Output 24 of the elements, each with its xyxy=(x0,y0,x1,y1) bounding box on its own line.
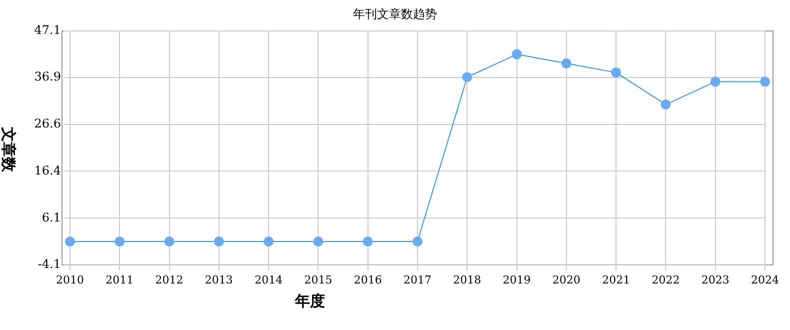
x-tick-label: 2011 xyxy=(106,273,134,286)
x-tick-label: 2021 xyxy=(602,273,630,286)
x-tick-label: 2012 xyxy=(155,273,184,286)
x-tick-label: 2020 xyxy=(552,273,580,286)
x-tick-label: 2016 xyxy=(354,273,382,286)
x-tick-label: 2024 xyxy=(751,273,779,286)
y-tick-label: 47.1 xyxy=(34,23,61,38)
y-tick-label: 6.1 xyxy=(42,210,61,224)
y-axis-title: 文章数 xyxy=(0,126,18,174)
x-tick-label: 2014 xyxy=(254,273,283,286)
x-tick-label: 2023 xyxy=(701,273,730,286)
y-tick-label: 36.9 xyxy=(34,70,61,84)
x-axis-title: 年度 xyxy=(294,292,326,311)
y-tick-label: -4.1 xyxy=(38,256,61,271)
x-tick-label: 2022 xyxy=(652,273,680,286)
y-tick-label: 26.6 xyxy=(34,116,61,131)
x-tick-label: 2019 xyxy=(502,273,531,286)
x-tick-label: 2015 xyxy=(304,273,332,286)
x-tick-label: 2017 xyxy=(404,273,432,286)
x-tick-label: 2018 xyxy=(453,273,482,286)
x-tick-label: 2010 xyxy=(56,273,84,286)
chart-title: 年刊文章数趋势 xyxy=(352,6,438,23)
y-tick-label: 16.4 xyxy=(34,163,62,178)
x-tick-label: 2013 xyxy=(204,273,233,286)
